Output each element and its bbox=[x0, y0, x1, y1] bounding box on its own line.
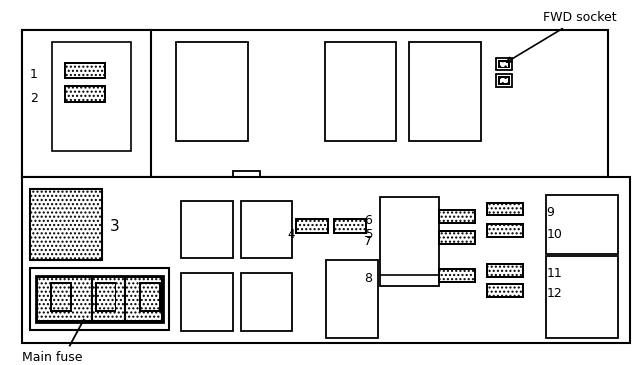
Text: FWD socket: FWD socket bbox=[507, 11, 617, 62]
Text: 9: 9 bbox=[546, 206, 554, 219]
Bar bbox=[410, 42, 481, 141]
Bar bbox=[486, 283, 523, 298]
Bar bbox=[325, 42, 397, 141]
Bar bbox=[295, 218, 329, 234]
Bar bbox=[64, 85, 105, 103]
Text: 2: 2 bbox=[30, 92, 38, 105]
Text: 12: 12 bbox=[546, 287, 562, 300]
Text: Main fuse: Main fuse bbox=[22, 351, 83, 364]
Bar bbox=[496, 74, 512, 87]
Bar bbox=[22, 30, 152, 177]
Text: 7: 7 bbox=[363, 235, 372, 248]
Bar bbox=[64, 62, 105, 80]
Bar bbox=[181, 200, 232, 258]
Bar bbox=[66, 64, 103, 77]
Text: 10: 10 bbox=[546, 228, 562, 241]
Bar bbox=[438, 230, 476, 245]
Bar bbox=[438, 210, 476, 224]
Bar bbox=[440, 211, 474, 222]
Bar bbox=[30, 189, 101, 260]
Text: 4: 4 bbox=[288, 228, 295, 241]
Text: 8: 8 bbox=[363, 272, 372, 285]
Bar bbox=[97, 284, 114, 310]
Bar bbox=[498, 76, 510, 85]
Bar bbox=[66, 87, 103, 101]
Bar bbox=[22, 30, 608, 177]
Bar bbox=[333, 218, 367, 234]
Bar bbox=[488, 225, 521, 236]
Bar bbox=[438, 268, 476, 283]
Bar bbox=[232, 171, 261, 179]
Bar bbox=[486, 201, 523, 216]
Bar bbox=[486, 223, 523, 238]
Bar bbox=[30, 268, 169, 330]
Bar bbox=[488, 265, 521, 276]
Bar bbox=[181, 273, 232, 331]
Bar bbox=[36, 276, 163, 322]
Bar bbox=[141, 284, 159, 310]
Text: 3: 3 bbox=[110, 219, 119, 234]
Bar bbox=[50, 282, 72, 312]
Bar bbox=[94, 282, 116, 312]
Bar bbox=[496, 58, 512, 70]
Bar bbox=[176, 42, 248, 141]
Bar bbox=[546, 256, 618, 338]
Bar bbox=[22, 177, 630, 343]
Bar bbox=[499, 62, 508, 66]
Text: 1: 1 bbox=[30, 68, 38, 81]
Bar bbox=[52, 284, 70, 310]
Bar bbox=[297, 220, 327, 232]
Bar bbox=[335, 220, 365, 232]
Bar bbox=[499, 78, 508, 83]
Text: 6: 6 bbox=[364, 214, 372, 227]
Bar bbox=[488, 285, 521, 296]
Bar bbox=[546, 195, 618, 254]
Bar bbox=[486, 263, 523, 278]
Bar bbox=[52, 42, 132, 151]
Bar bbox=[241, 200, 292, 258]
Bar bbox=[139, 282, 161, 312]
Bar bbox=[38, 278, 161, 320]
Bar bbox=[498, 59, 510, 69]
Bar bbox=[440, 270, 474, 281]
Bar bbox=[379, 197, 439, 286]
Text: 5: 5 bbox=[365, 228, 372, 241]
Bar bbox=[440, 232, 474, 243]
Text: 11: 11 bbox=[546, 268, 562, 280]
Bar bbox=[488, 204, 521, 214]
Bar bbox=[241, 273, 292, 331]
Bar bbox=[326, 260, 377, 338]
